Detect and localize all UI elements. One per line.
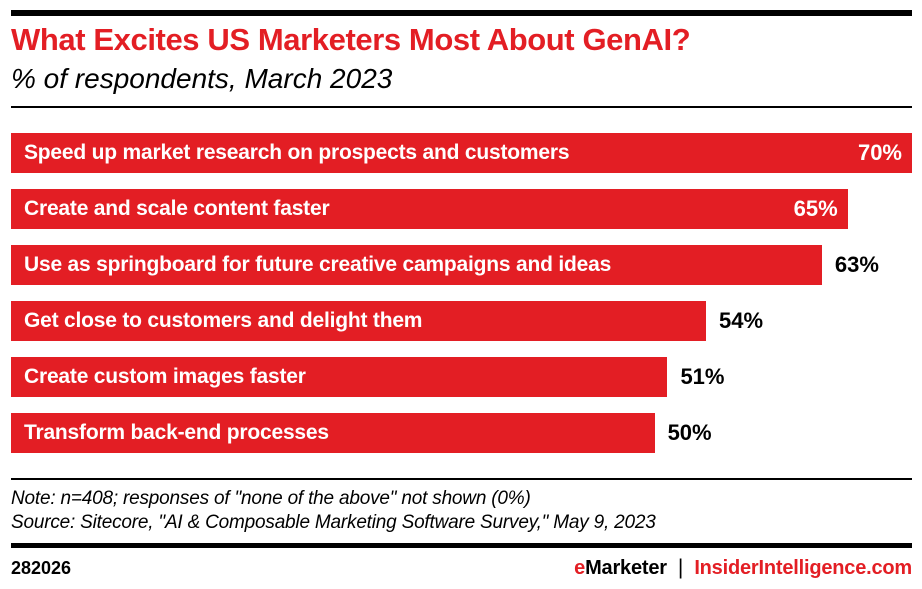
bar-row-springboard-creative: Use as springboard for future creative c…	[11, 245, 912, 286]
bar-create-scale-content: Create and scale content faster 65%	[11, 189, 848, 230]
bar-close-to-customers: Get close to customers and delight them …	[11, 301, 707, 342]
note-line: Note: n=408; responses of "none of the a…	[11, 488, 531, 510]
bar-chart: Speed up market research on prospects an…	[11, 133, 912, 454]
page-title: What Excites US Marketers Most About Gen…	[11, 22, 691, 57]
bar-row-speed-up-market-research: Speed up market research on prospects an…	[11, 133, 912, 174]
bar-label: Create and scale content faster	[24, 197, 330, 221]
bar-row-create-scale-content: Create and scale content faster 65% 65%	[11, 189, 912, 230]
bar-springboard-creative: Use as springboard for future creative c…	[11, 245, 822, 286]
bar-value-label: 50%	[667, 420, 712, 446]
footer-rule	[11, 543, 912, 549]
bar-value-label: 54%	[719, 308, 764, 334]
bar-label: Get close to customers and delight them	[24, 309, 423, 333]
bar-label: Create custom images faster	[24, 365, 306, 389]
bar-row-close-to-customers: Get close to customers and delight them …	[11, 301, 912, 342]
bar-row-custom-images: Create custom images faster 51% 51%	[11, 357, 912, 398]
top-rule	[11, 10, 912, 16]
brand-area: eMarketer | InsiderIntelligence.com	[574, 556, 912, 580]
bar-label: Speed up market research on prospects an…	[24, 141, 570, 165]
bar-row-backend-processes: Transform back-end processes 50% 50%	[11, 413, 912, 454]
chart-id: 282026	[11, 557, 72, 578]
bar-speed-up-market-research: Speed up market research on prospects an…	[11, 133, 912, 174]
bar-custom-images: Create custom images faster 51%	[11, 357, 668, 398]
emarketer-logo: eMarketer	[574, 557, 667, 580]
emarketer-logo-e: e	[574, 556, 586, 579]
chart-bottom-divider	[11, 478, 912, 481]
brand-separator: |	[677, 556, 684, 580]
header-divider	[11, 106, 912, 109]
bar-value-label: 65%	[793, 196, 838, 222]
page-subtitle: % of respondents, March 2023	[11, 62, 393, 94]
bar-label: Transform back-end processes	[24, 421, 329, 445]
insider-intelligence-link[interactable]: InsiderIntelligence.com	[694, 556, 912, 579]
footer: 282026 eMarketer | InsiderIntelligence.c…	[11, 556, 912, 580]
footnotes: Note: n=408; responses of "none of the a…	[11, 487, 912, 535]
bar-value-label: 70%	[857, 140, 902, 166]
bar-backend-processes: Transform back-end processes 50%	[11, 413, 655, 454]
bar-value-label: 63%	[834, 252, 879, 278]
bar-value-label: 51%	[680, 364, 725, 390]
source-line: Source: Sitecore, "AI & Composable Marke…	[11, 512, 656, 534]
bar-label: Use as springboard for future creative c…	[24, 253, 612, 277]
emarketer-logo-rest: Marketer	[585, 556, 667, 579]
